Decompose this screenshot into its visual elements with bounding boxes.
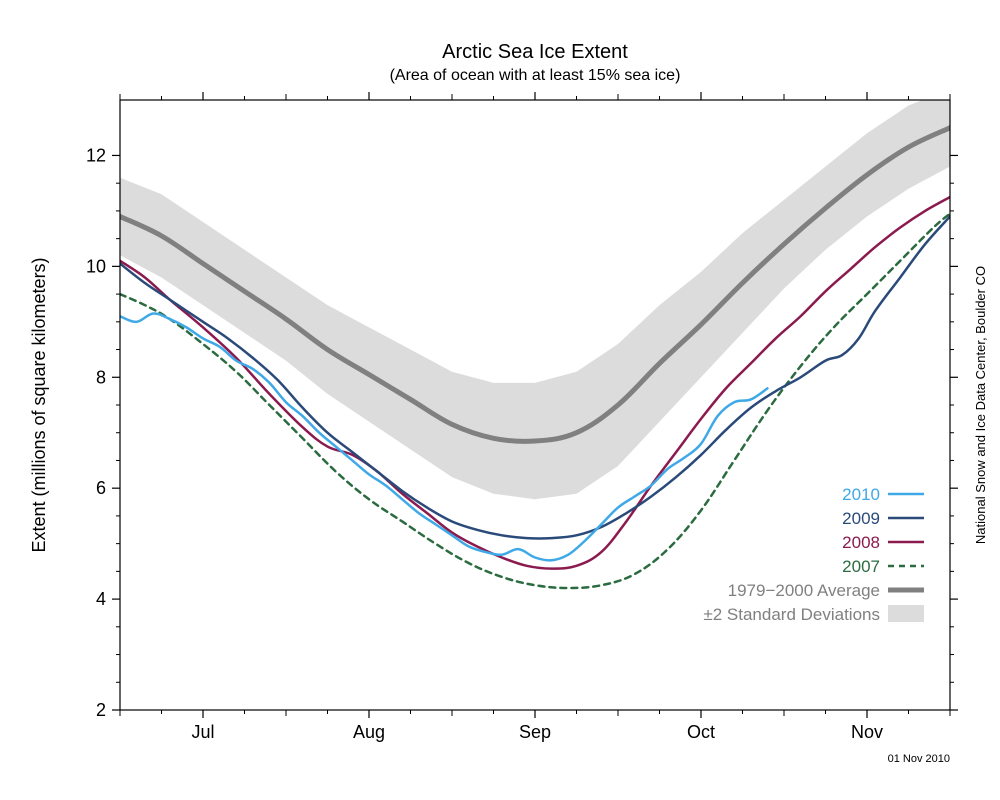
x-tick-label: Aug bbox=[353, 722, 385, 742]
credit-date: 01 Nov 2010 bbox=[888, 753, 950, 765]
x-tick-label: Sep bbox=[519, 722, 551, 742]
legend-label: ±2 Standard Deviations bbox=[703, 605, 880, 624]
y-tick-label: 4 bbox=[96, 589, 106, 609]
y-tick-label: 2 bbox=[96, 700, 106, 720]
legend-label: 2010 bbox=[842, 485, 880, 504]
x-tick-label: Nov bbox=[851, 722, 883, 742]
y-tick-label: 6 bbox=[96, 478, 106, 498]
legend-label: 2009 bbox=[842, 509, 880, 528]
x-tick-label: Oct bbox=[687, 722, 715, 742]
credit-side: National Snow and Ice Data Center, Bould… bbox=[973, 266, 988, 544]
chart-title: Arctic Sea Ice Extent bbox=[442, 41, 628, 63]
chart-container: 2 4 6 8 10 12 Jul Aug Sep Oct Nov Arctic Sea Ice Ex… bbox=[0, 0, 1000, 800]
legend-label: 2008 bbox=[842, 533, 880, 552]
y-tick-label: 8 bbox=[96, 367, 106, 387]
x-tick-label: Jul bbox=[191, 722, 214, 742]
legend-label: 1979−2000 Average bbox=[728, 581, 880, 600]
y-axis-label: Extent (millions of square kilometers) bbox=[29, 257, 49, 552]
y-tick-label: 12 bbox=[86, 145, 106, 165]
legend-swatch bbox=[888, 605, 924, 622]
line-chart-svg: 2 4 6 8 10 12 Jul Aug Sep Oct Nov Arctic Sea Ice Ex… bbox=[0, 0, 1000, 800]
chart-subtitle: (Area of ocean with at least 15% sea ice… bbox=[390, 67, 681, 84]
legend-label: 2007 bbox=[842, 557, 880, 576]
y-tick-label: 10 bbox=[86, 256, 106, 276]
